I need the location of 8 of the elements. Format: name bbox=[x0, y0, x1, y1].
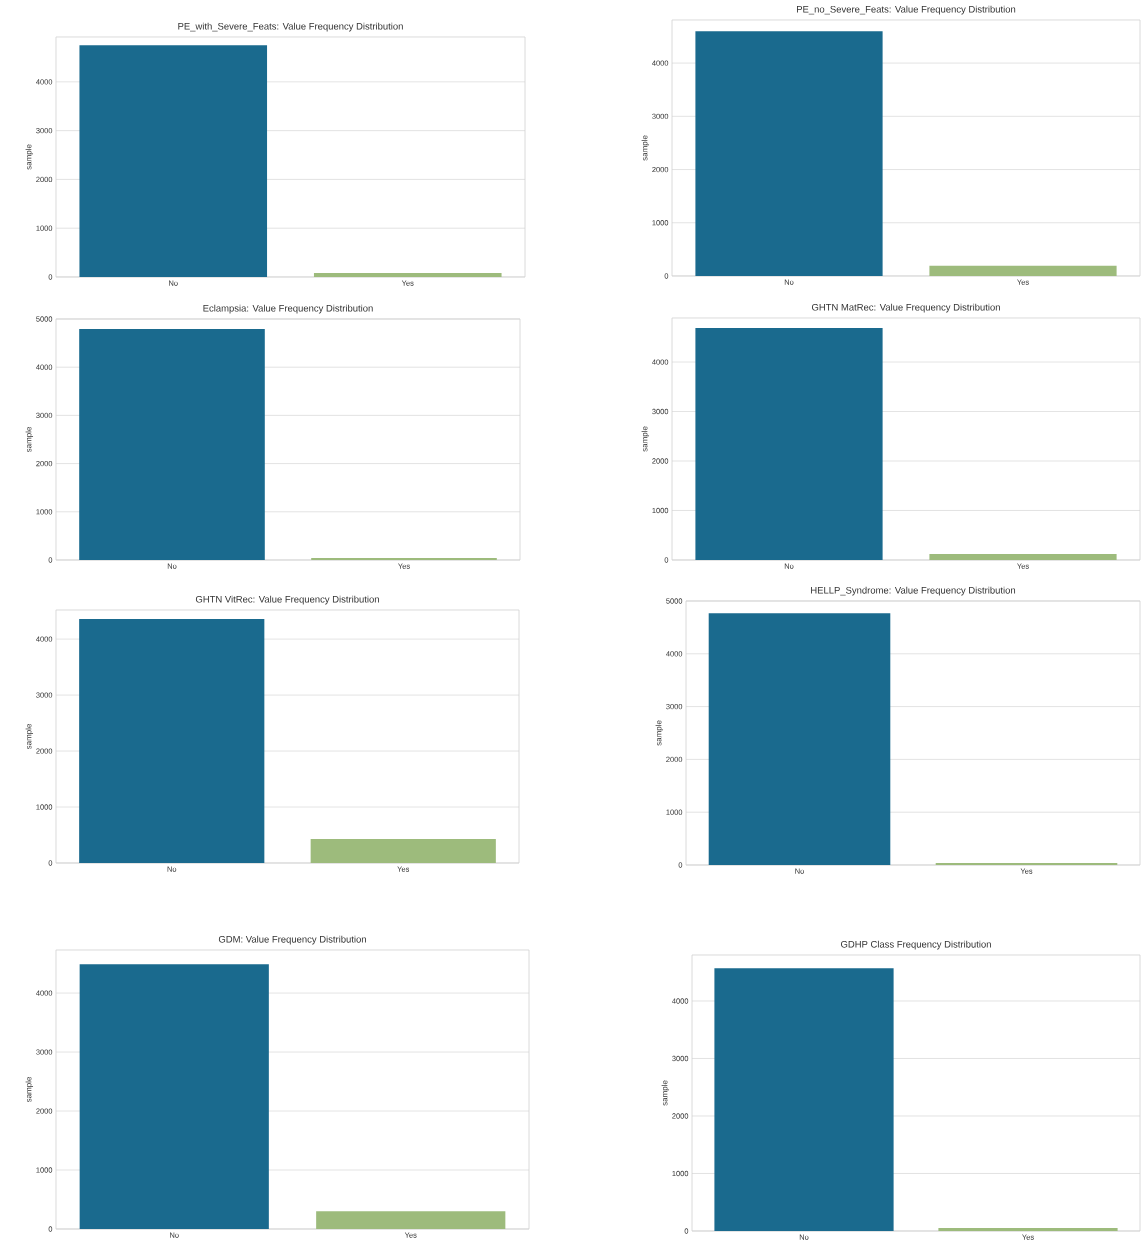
chart-title: GDHP Class Frequency Distribution bbox=[841, 940, 991, 950]
chart-title: HELLP_Syndrome: Value Frequency Distribution bbox=[811, 586, 1016, 596]
chart-title: Eclampsia: Value Frequency Distribution bbox=[203, 304, 373, 314]
chart-title: GHTN MatRec: Value Frequency Distribution bbox=[811, 303, 1000, 313]
chart-title: GDM: Value Frequency Distribution bbox=[218, 935, 366, 945]
chart-title: PE_with_Severe_Feats: Value Frequency Distribution bbox=[178, 22, 403, 32]
chart-title: GHTN VitRec: Value Frequency Distribution bbox=[195, 595, 379, 605]
chart-title: PE_no_Severe_Feats: Value Frequency Distribution bbox=[797, 5, 1016, 15]
